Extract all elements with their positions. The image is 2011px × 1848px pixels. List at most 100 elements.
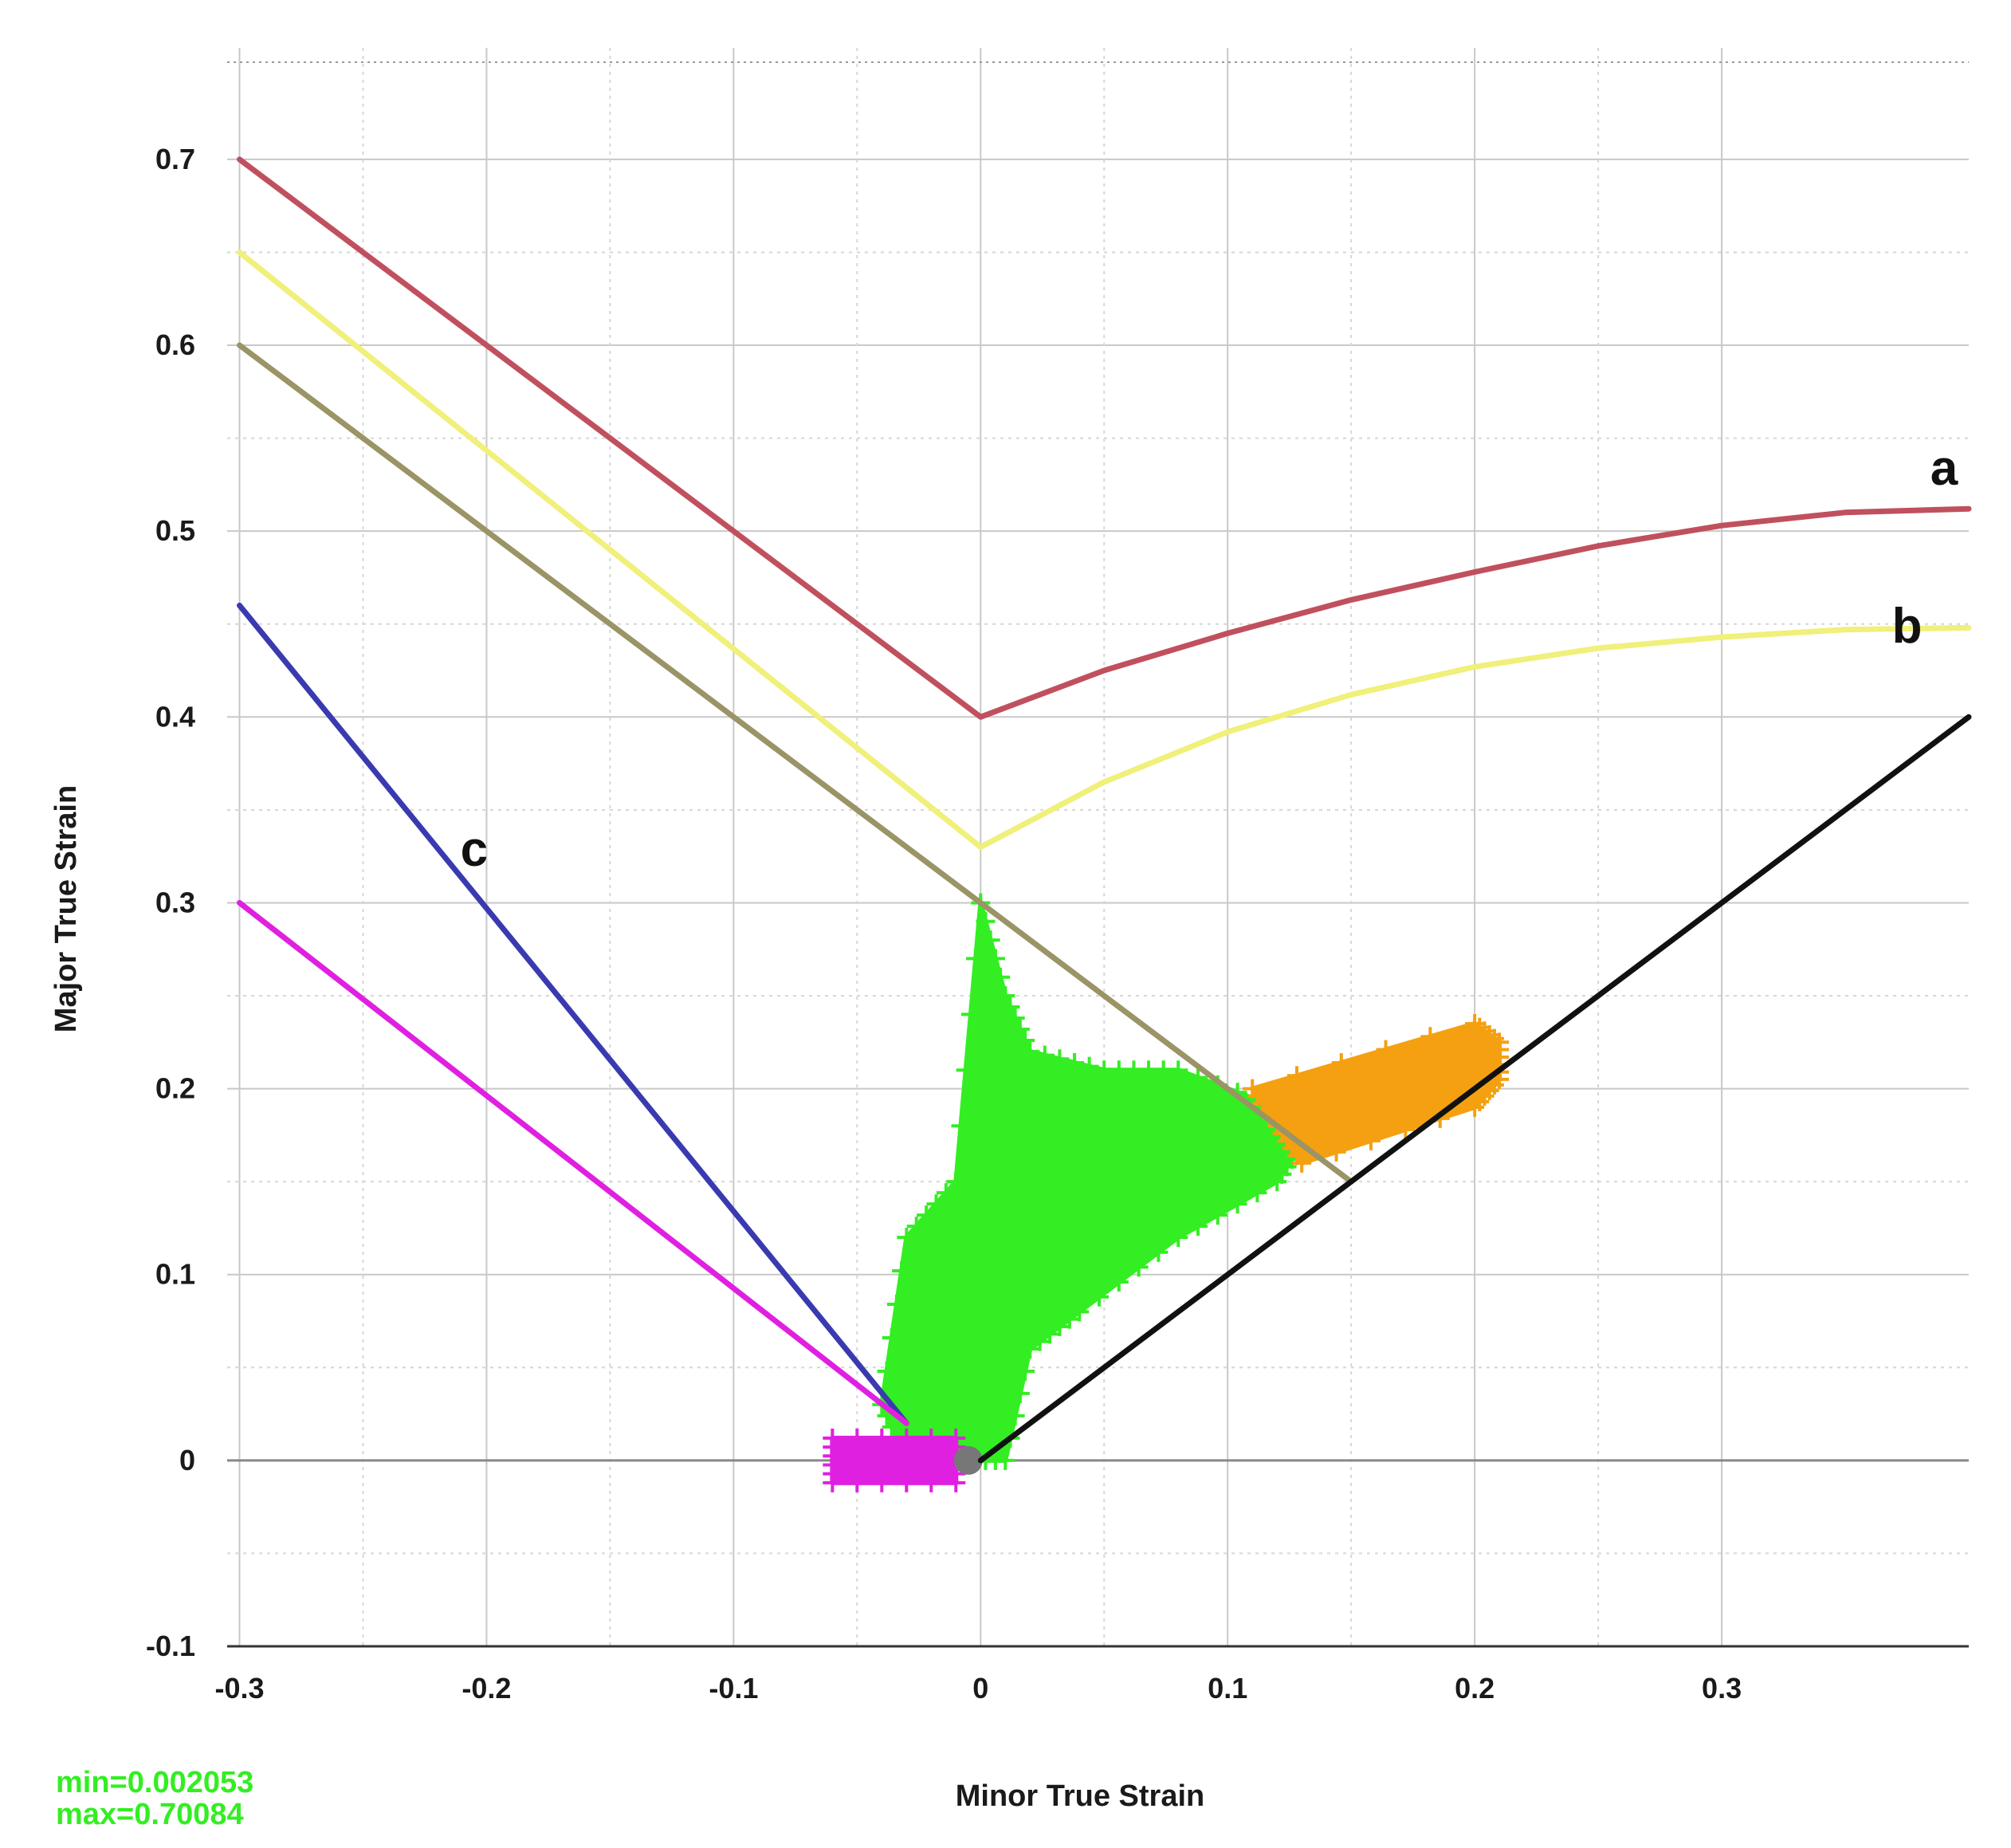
scatter-point bbox=[882, 1417, 901, 1437]
x-tick-label: -0.2 bbox=[462, 1672, 511, 1704]
scatter-point bbox=[1070, 1302, 1090, 1322]
scatter-point bbox=[996, 986, 1015, 1006]
scatter-point bbox=[872, 1428, 892, 1448]
scatter-marks bbox=[1243, 1013, 1510, 1173]
scatter-point bbox=[1331, 1052, 1351, 1072]
x-tick-label: -0.3 bbox=[214, 1672, 264, 1704]
scatter-region bbox=[830, 1435, 959, 1485]
scatter-point bbox=[823, 1437, 842, 1457]
scatter-point bbox=[1208, 1205, 1227, 1225]
scatter-point bbox=[872, 1473, 892, 1492]
scatter-point bbox=[1129, 1257, 1149, 1277]
scatter-point bbox=[966, 949, 986, 969]
scatter-point bbox=[1188, 1217, 1208, 1237]
scatter-point bbox=[1396, 1119, 1416, 1139]
scatter-point bbox=[1040, 1324, 1060, 1344]
x-axis-title: Minor True Strain bbox=[956, 1779, 1204, 1813]
y-tick-label: 0.3 bbox=[155, 886, 195, 918]
series-line-a bbox=[237, 156, 1972, 720]
scatter-point bbox=[1090, 1287, 1110, 1307]
max-value-label: max=0.70084 bbox=[56, 1798, 244, 1831]
scatter-point bbox=[1005, 1008, 1025, 1028]
curve-label-a: a bbox=[1930, 441, 1958, 496]
scatter-point bbox=[1000, 997, 1020, 1016]
scatter-point bbox=[1465, 1097, 1485, 1117]
scatter-point bbox=[1286, 1066, 1306, 1086]
scatter-point bbox=[892, 1261, 912, 1281]
scatter-point bbox=[906, 1217, 926, 1237]
scatter-point bbox=[980, 930, 1000, 950]
series-line-c bbox=[237, 602, 909, 1426]
scatter-point bbox=[1005, 1406, 1025, 1425]
y-tick-label: -0.1 bbox=[146, 1630, 195, 1662]
series-line bbox=[977, 714, 1972, 1464]
y-tick-label: 0.6 bbox=[155, 328, 195, 361]
scatter-point bbox=[1420, 1027, 1440, 1047]
curve-label-b: b bbox=[1892, 599, 1923, 654]
curve-labels: a b c bbox=[461, 441, 1958, 877]
y-axis-title: Major True Strain bbox=[49, 785, 83, 1032]
scatter-point bbox=[1020, 1339, 1040, 1358]
scatter-point bbox=[946, 1473, 966, 1492]
scatter-point bbox=[921, 1428, 941, 1448]
scatter-point bbox=[897, 1473, 917, 1492]
scatter-point bbox=[1079, 1056, 1099, 1076]
series-lines bbox=[237, 156, 1972, 1464]
scatter-marks bbox=[823, 1428, 966, 1492]
scatter-point bbox=[1227, 1194, 1247, 1214]
scatter-point bbox=[951, 1116, 971, 1136]
scatter-point bbox=[976, 911, 996, 931]
scatter-point bbox=[1015, 1030, 1035, 1050]
y-tick-label: 0.1 bbox=[155, 1258, 195, 1291]
y-tick-label: 0 bbox=[179, 1444, 195, 1476]
y-tick-label: 0.2 bbox=[155, 1072, 195, 1105]
scatter-point bbox=[1326, 1142, 1346, 1162]
scatter-point bbox=[1361, 1130, 1381, 1150]
scatter-point bbox=[991, 967, 1011, 987]
y-tick-label: 0.7 bbox=[155, 143, 195, 175]
scatter-point bbox=[936, 1183, 956, 1203]
scatter-point bbox=[1169, 1060, 1188, 1080]
scatter-point bbox=[1065, 1052, 1085, 1072]
scatter-point bbox=[1188, 1068, 1208, 1087]
scatter-point bbox=[1169, 1228, 1188, 1248]
scatter-point bbox=[960, 1005, 980, 1024]
scatter-point bbox=[1015, 1361, 1035, 1381]
tick-labels: -0.3 -0.2 -0.1 0 0.1 0.2 0.3 0.7 0.6 0.5 0.4 0.3 0.2… bbox=[146, 143, 1742, 1704]
scatter-point bbox=[1149, 1242, 1169, 1262]
series-line bbox=[237, 342, 1354, 1185]
scatter-point bbox=[1109, 1272, 1129, 1292]
scatter-point bbox=[1376, 1040, 1396, 1060]
scatter-point bbox=[877, 1361, 897, 1381]
x-tick-label: 0.2 bbox=[1455, 1672, 1495, 1704]
series-line-b bbox=[237, 250, 1972, 850]
scatter-point bbox=[1035, 1045, 1055, 1065]
scatter-point bbox=[1050, 1317, 1070, 1336]
scatter-point bbox=[926, 1194, 946, 1214]
origin-cluster bbox=[953, 1445, 983, 1475]
scatter-point bbox=[897, 1228, 917, 1248]
scatter-point bbox=[1020, 1041, 1040, 1061]
scatter-point bbox=[886, 1295, 906, 1315]
scatter-point bbox=[956, 1060, 976, 1080]
scatter-regions bbox=[823, 893, 1510, 1492]
scatter-point bbox=[1010, 1383, 1030, 1403]
scatter-point bbox=[1010, 1019, 1030, 1039]
y-tick-label: 0.5 bbox=[155, 514, 195, 547]
scatter-point bbox=[1247, 1183, 1267, 1203]
scatter-point bbox=[882, 1327, 901, 1347]
scatter-point bbox=[847, 1473, 867, 1492]
x-tick-label: 0 bbox=[972, 1672, 988, 1704]
x-tick-label: 0.1 bbox=[1208, 1672, 1247, 1704]
scatter-point bbox=[921, 1473, 941, 1492]
series-line bbox=[237, 899, 909, 1426]
scatter-point bbox=[847, 1428, 867, 1448]
x-tick-label: 0.3 bbox=[1702, 1672, 1742, 1704]
scatter-point bbox=[985, 949, 1005, 969]
scatter-point bbox=[1030, 1331, 1050, 1351]
x-tick-label: -0.1 bbox=[709, 1672, 758, 1704]
scatter-point bbox=[1050, 1049, 1070, 1069]
scatter-point bbox=[1059, 1309, 1079, 1329]
scatter-point bbox=[1247, 1086, 1267, 1106]
